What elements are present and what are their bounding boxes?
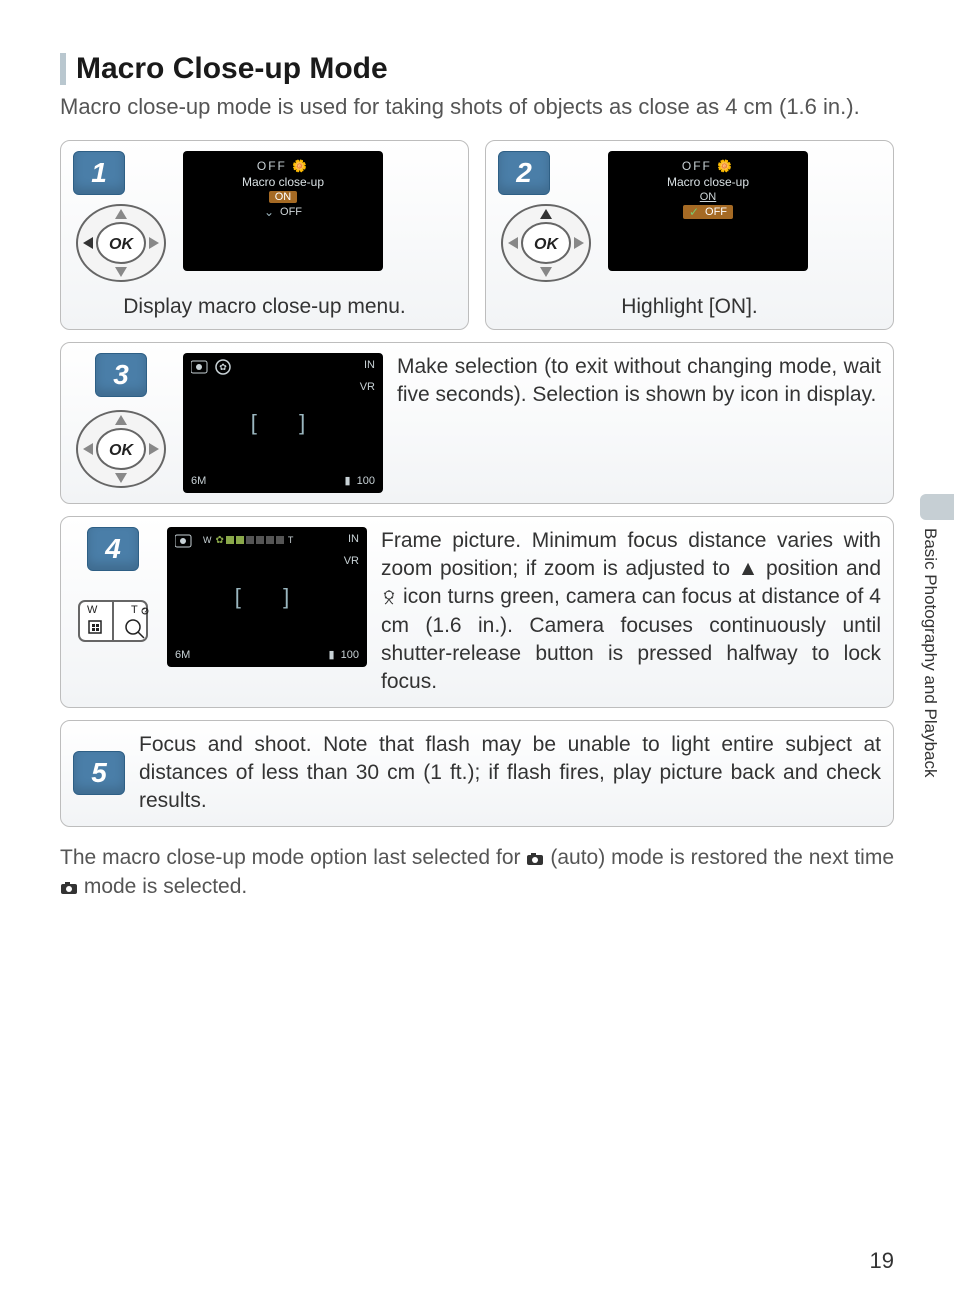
- chapter-side-label: Basic Photography and Playback: [920, 528, 940, 798]
- heading-accent-bar: [60, 53, 66, 85]
- svg-text:✿: ✿: [219, 362, 227, 372]
- svg-text:OK: OK: [109, 442, 134, 459]
- step-1-number: 1: [73, 151, 125, 195]
- footer-paragraph: The macro close-up mode option last sele…: [60, 843, 894, 902]
- osd-zoom-bar: W ✿ T: [201, 535, 295, 546]
- step-2-number: 2: [498, 151, 550, 195]
- svg-text:OK: OK: [109, 236, 134, 253]
- osd-focus-brackets: [ ]: [251, 410, 315, 436]
- step-2-card: 2 OK OFF 🌼: [485, 140, 894, 330]
- step-5-number: 5: [73, 751, 125, 795]
- lcd-top-indicator: OFF 🌼: [682, 159, 734, 173]
- macro-flower-icon: [381, 585, 397, 601]
- side-tab-notch: [920, 494, 954, 520]
- step-1-card: 1 OK OFF 🌼: [60, 140, 469, 330]
- section-heading: Macro Close-up Mode: [76, 52, 388, 86]
- zoom-rocker-icon: W T ?: [73, 591, 153, 651]
- section-heading-row: Macro Close-up Mode: [60, 52, 894, 86]
- step-1-lcd: OFF 🌼 Macro close-up ON ⌄OFF: [183, 151, 383, 271]
- lcd-option-on: ON: [700, 191, 717, 203]
- camera-icon: [60, 874, 78, 888]
- step-4-card: 4 W T ?: [60, 516, 894, 708]
- step-3-text: Make selection (to exit without changing…: [397, 353, 881, 410]
- step-3-card: 3 OK ✿ IN VR [ ] 6M ▮ 100: [60, 342, 894, 504]
- step-5-text: Focus and shoot. Note that flash may be …: [139, 731, 881, 816]
- svg-text:T: T: [131, 604, 138, 616]
- osd-battery-count: ▮ 100: [328, 648, 359, 661]
- osd-vr-icon: VR: [360, 381, 375, 393]
- osd-vr-icon: VR: [344, 555, 359, 567]
- step-5-card: 5 Focus and shoot. Note that flash may b…: [60, 720, 894, 827]
- ok-dpad-icon: OK: [73, 201, 169, 285]
- osd-image-size: 6M: [175, 649, 190, 661]
- lcd-option-on: ON: [269, 191, 298, 203]
- osd-battery-count: ▮ 100: [344, 474, 375, 487]
- section-subheading: Macro close-up mode is used for taking s…: [60, 92, 894, 122]
- osd-memory-icon: IN: [364, 359, 375, 371]
- lcd-option-off: ✓OFF: [683, 205, 733, 219]
- steps-1-2-row: 1 OK OFF 🌼: [60, 140, 894, 330]
- step-4-camera-screen: W ✿ T IN VR [ ] 6M ▮ 100: [167, 527, 367, 667]
- lcd-menu-title: Macro close-up: [667, 175, 749, 189]
- step-1-caption: Display macro close-up menu.: [73, 295, 456, 319]
- svg-text:?: ?: [143, 607, 148, 616]
- svg-text:OK: OK: [534, 236, 559, 253]
- lcd-menu-title: Macro close-up: [242, 175, 324, 189]
- step-2-lcd: OFF 🌼 Macro close-up ON ✓OFF: [608, 151, 808, 271]
- page-number: 19: [870, 1248, 894, 1274]
- step-3-number: 3: [95, 353, 147, 397]
- chapter-side-tab: Basic Photography and Playback: [920, 494, 954, 800]
- lcd-top-indicator: OFF 🌼: [257, 159, 309, 173]
- svg-text:W: W: [87, 604, 98, 616]
- camera-icon: [526, 845, 544, 859]
- step-4-number: 4: [87, 527, 139, 571]
- osd-memory-icon: IN: [348, 533, 359, 545]
- osd-mode-icon: ✿: [191, 359, 235, 378]
- triangle-up-icon: ▲: [738, 555, 759, 583]
- step-4-text: Frame picture. Minimum focus distance va…: [381, 527, 881, 697]
- osd-mode-icon: [175, 533, 193, 552]
- lcd-option-off: ⌄OFF: [264, 205, 302, 219]
- ok-dpad-icon: OK: [498, 201, 594, 285]
- step-2-caption: Highlight [ON].: [498, 295, 881, 319]
- ok-dpad-icon: OK: [73, 407, 169, 491]
- step-3-camera-screen: ✿ IN VR [ ] 6M ▮ 100: [183, 353, 383, 493]
- osd-focus-brackets: [ ]: [235, 584, 299, 610]
- osd-image-size: 6M: [191, 475, 206, 487]
